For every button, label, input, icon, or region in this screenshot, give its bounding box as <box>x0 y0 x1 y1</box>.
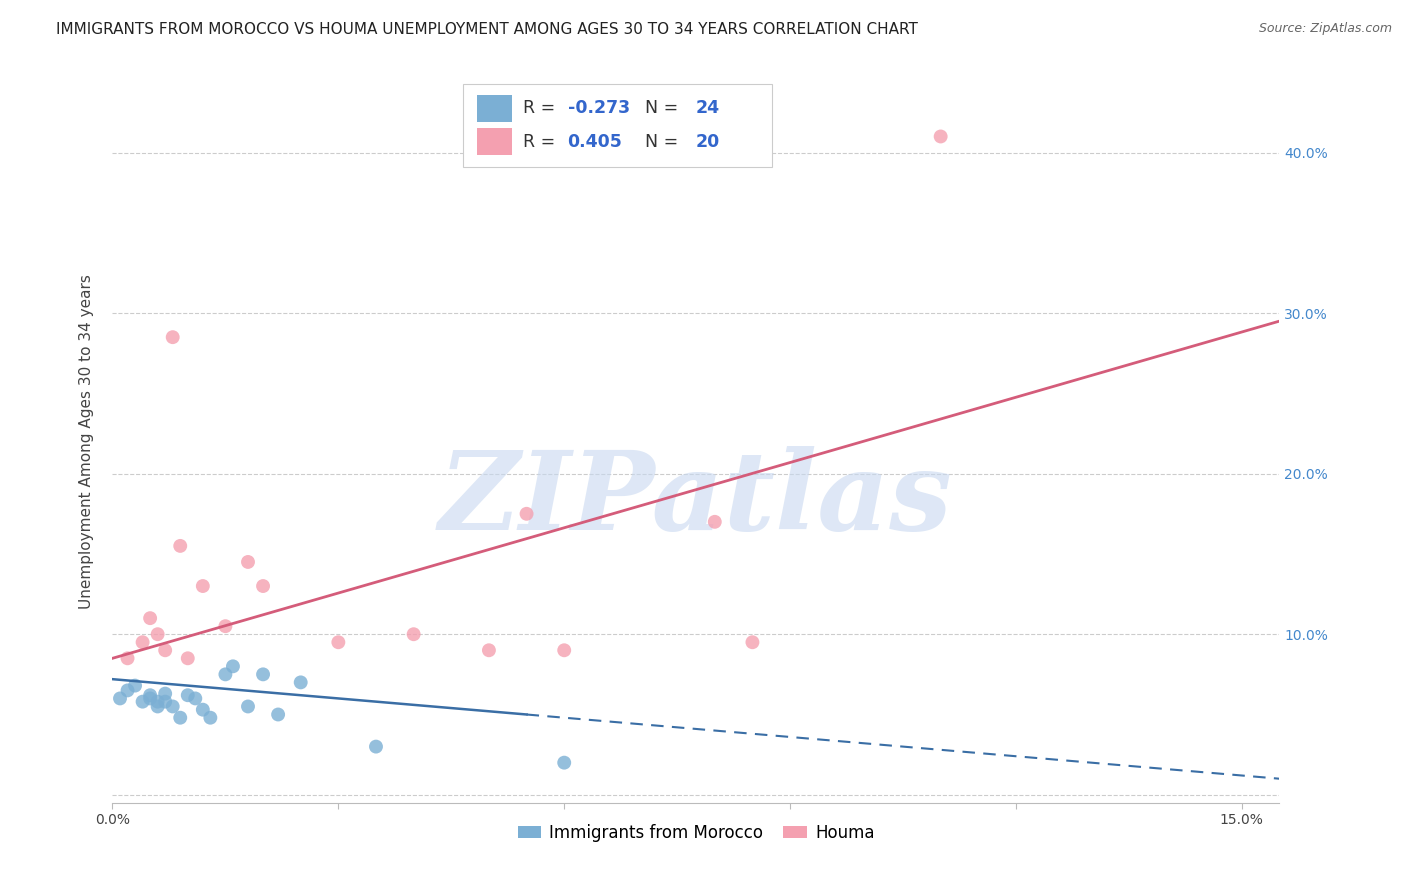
Point <box>236 699 259 714</box>
Point <box>162 699 184 714</box>
Point <box>402 627 425 641</box>
Point <box>553 643 575 657</box>
Text: 0.405: 0.405 <box>568 133 623 151</box>
Point <box>267 707 290 722</box>
Point <box>222 659 245 673</box>
Point <box>929 129 952 144</box>
Point <box>131 695 153 709</box>
FancyBboxPatch shape <box>477 95 512 122</box>
FancyBboxPatch shape <box>463 84 772 167</box>
FancyBboxPatch shape <box>477 128 512 155</box>
Point <box>741 635 763 649</box>
Point <box>703 515 725 529</box>
Text: R =: R = <box>523 100 561 118</box>
Point <box>153 643 176 657</box>
Point <box>214 619 236 633</box>
Point <box>169 711 191 725</box>
Text: N =: N = <box>634 100 683 118</box>
Point <box>478 643 501 657</box>
Point <box>290 675 312 690</box>
Point <box>553 756 575 770</box>
Point <box>131 635 153 649</box>
Text: Source: ZipAtlas.com: Source: ZipAtlas.com <box>1258 22 1392 36</box>
Point <box>153 687 176 701</box>
Text: R =: R = <box>523 133 561 151</box>
Point <box>516 507 538 521</box>
Point <box>108 691 131 706</box>
Point <box>364 739 387 754</box>
Point <box>200 711 222 725</box>
Point <box>328 635 350 649</box>
Point <box>124 679 146 693</box>
Text: IMMIGRANTS FROM MOROCCO VS HOUMA UNEMPLOYMENT AMONG AGES 30 TO 34 YEARS CORRELAT: IMMIGRANTS FROM MOROCCO VS HOUMA UNEMPLO… <box>56 22 918 37</box>
Text: 20: 20 <box>696 133 720 151</box>
Point <box>184 691 207 706</box>
Point <box>252 579 274 593</box>
Text: 24: 24 <box>696 100 720 118</box>
Point <box>117 651 139 665</box>
Point <box>177 651 200 665</box>
Point <box>236 555 259 569</box>
Legend: Immigrants from Morocco, Houma: Immigrants from Morocco, Houma <box>510 817 882 848</box>
Point <box>177 688 200 702</box>
Point <box>153 695 176 709</box>
Point <box>146 627 169 641</box>
Point <box>146 699 169 714</box>
Point <box>191 579 214 593</box>
Point <box>191 703 214 717</box>
Text: N =: N = <box>634 133 683 151</box>
Text: -0.273: -0.273 <box>568 100 630 118</box>
Point <box>214 667 236 681</box>
Point <box>252 667 274 681</box>
Text: ZIPatlas: ZIPatlas <box>439 446 953 553</box>
Point <box>162 330 184 344</box>
Point <box>169 539 191 553</box>
Point <box>139 611 162 625</box>
Point <box>117 683 139 698</box>
Point <box>146 695 169 709</box>
Point <box>139 688 162 702</box>
Point <box>139 691 162 706</box>
Y-axis label: Unemployment Among Ages 30 to 34 years: Unemployment Among Ages 30 to 34 years <box>79 274 94 609</box>
